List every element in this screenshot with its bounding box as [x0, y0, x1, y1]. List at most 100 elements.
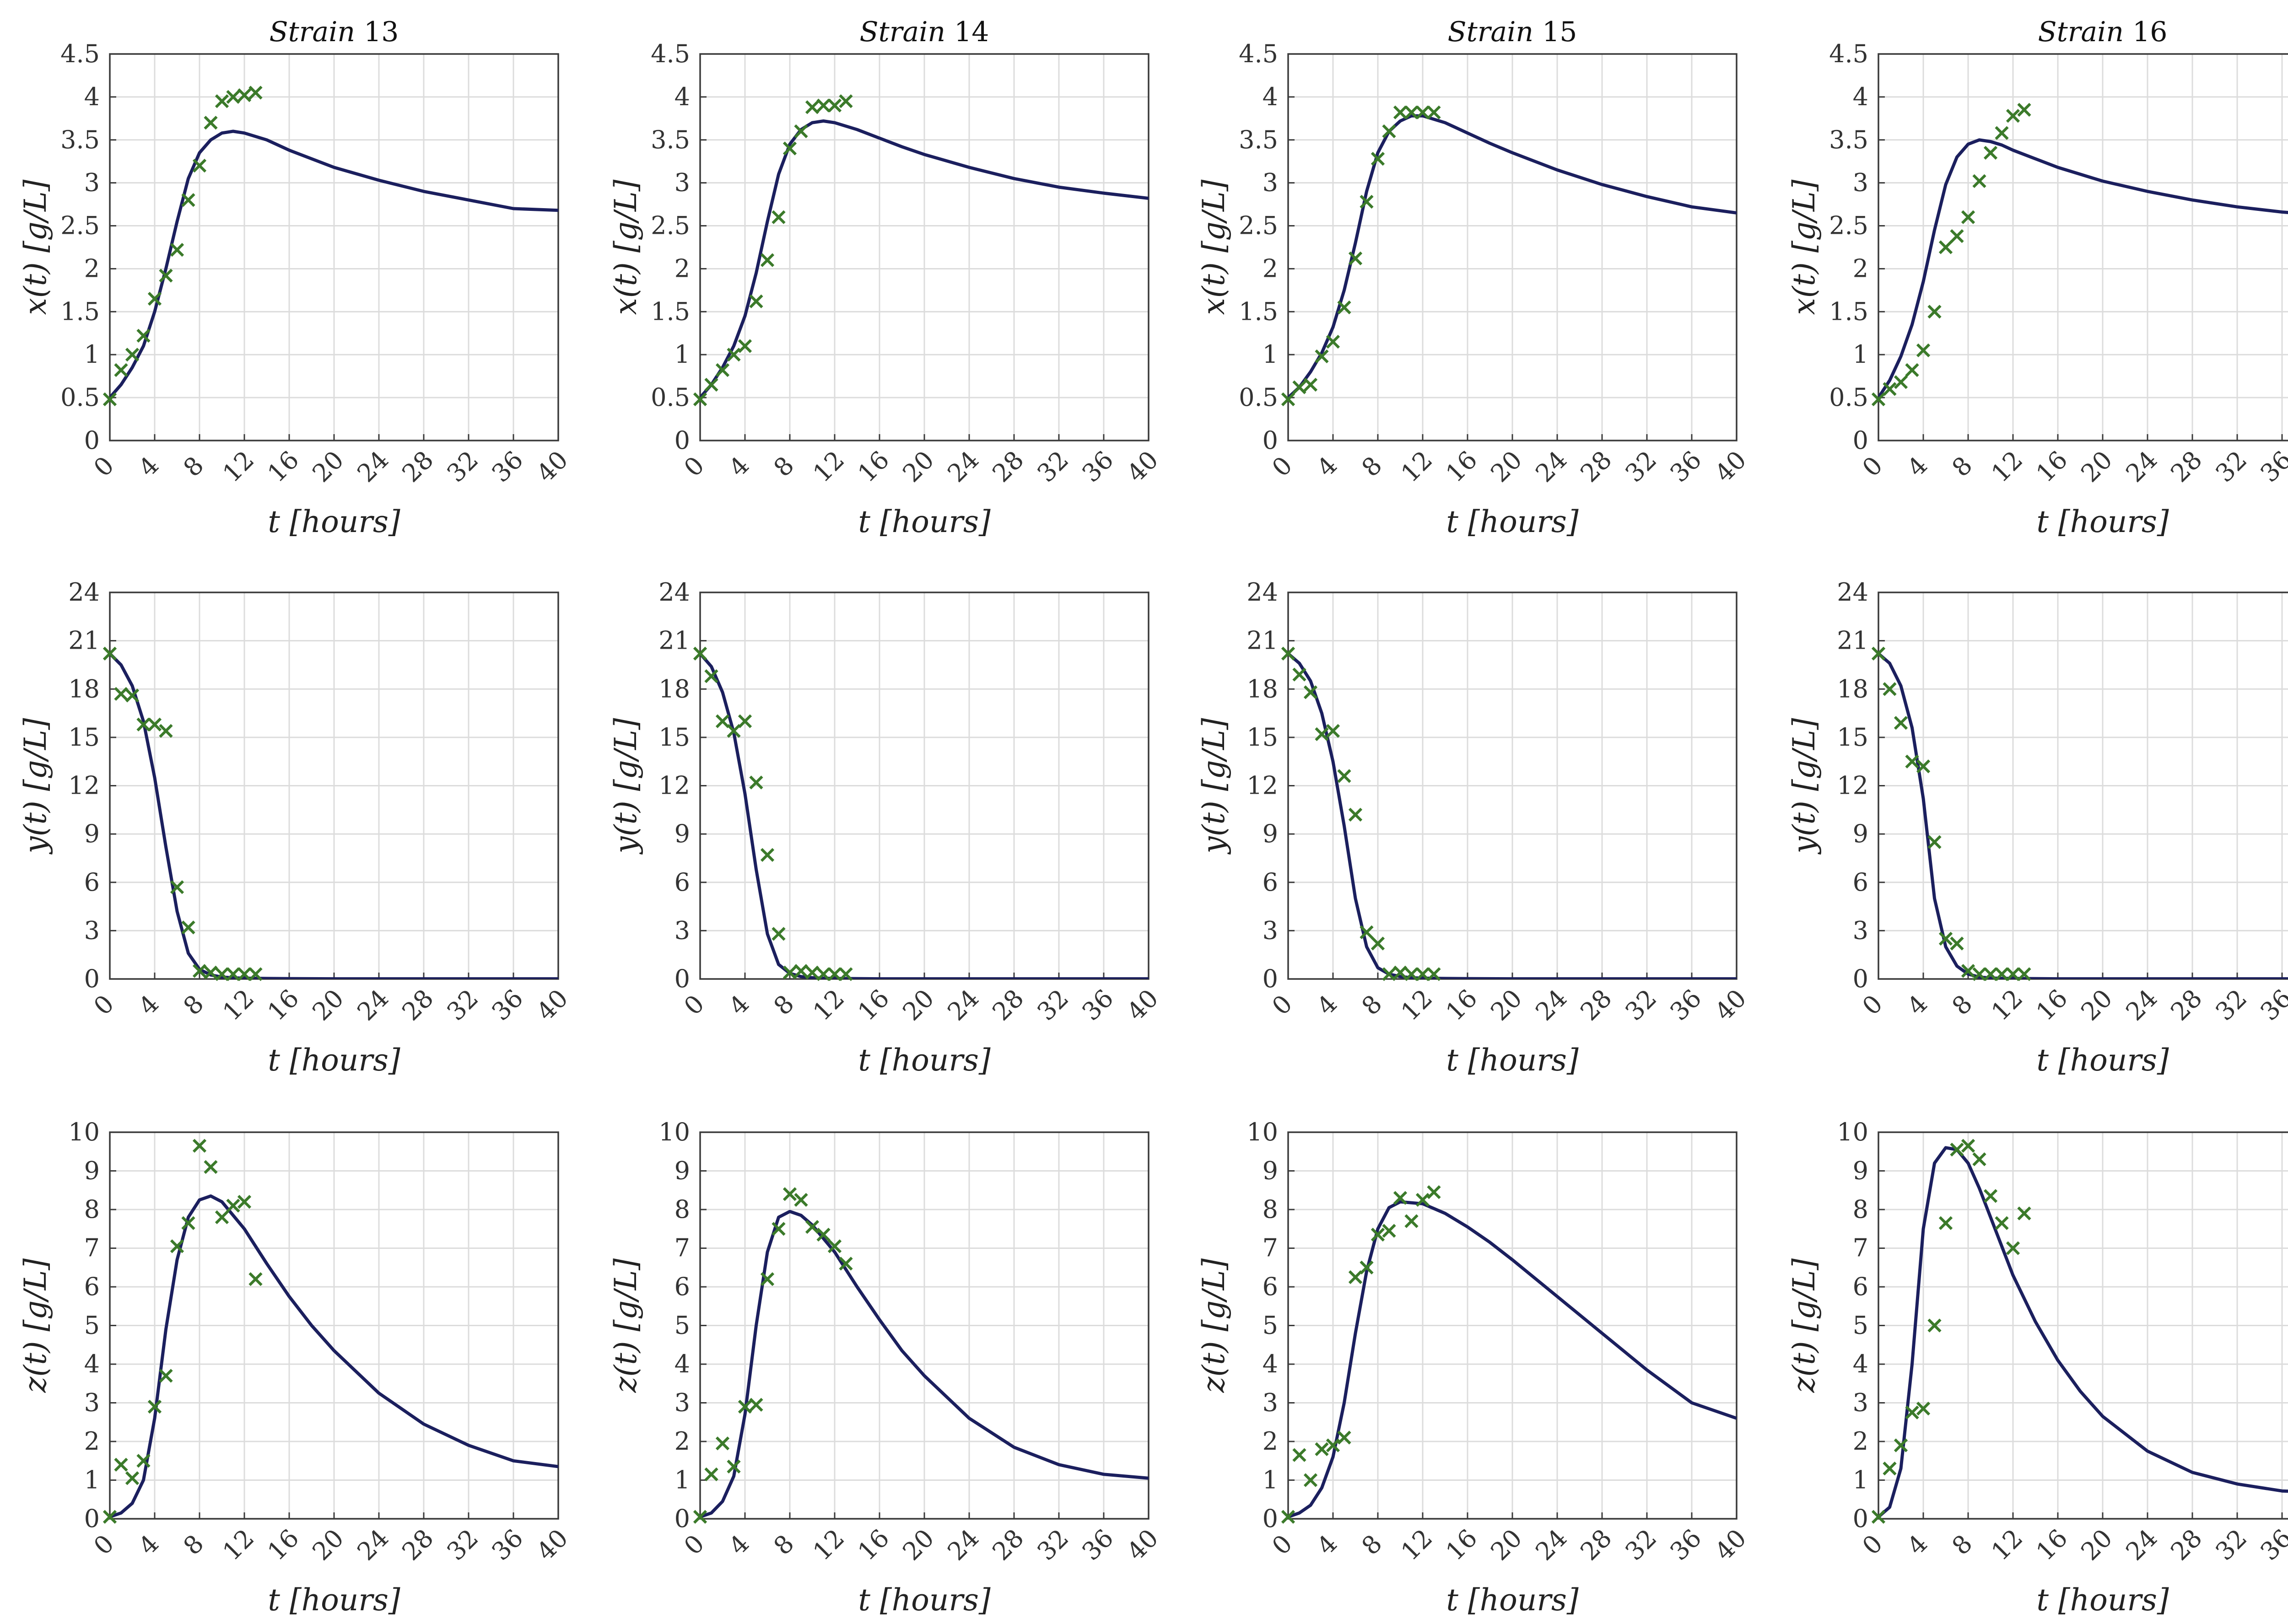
x-tick-label: 36	[1664, 445, 1707, 488]
x-tick-label: 16	[2030, 984, 2073, 1026]
y-tick-label: 1	[84, 340, 100, 369]
y-tick-label: 9	[84, 1156, 100, 1185]
x-tick-label: 24	[2120, 984, 2163, 1026]
y-tick-label: 2.5	[651, 211, 690, 240]
x-tick-label: 4	[723, 451, 755, 482]
observed-marker	[125, 1471, 140, 1485]
x-tick-label: 40	[1709, 1523, 1752, 1566]
x-tick-label: 8	[768, 989, 799, 1021]
y-tick-label: 7	[675, 1234, 690, 1263]
observed-marker	[204, 965, 218, 980]
x-tick-label: 12	[1986, 1523, 2028, 1566]
y-tick-label: 4.5	[1829, 39, 1868, 68]
y-tick-label: 1.5	[1239, 297, 1278, 326]
x-tick-label: 0	[1266, 989, 1298, 1021]
observed-marker	[1360, 194, 1374, 209]
x-tick-label: 20	[2075, 984, 2118, 1026]
x-tick-label: 8	[768, 451, 799, 482]
y-tick-label: 0	[675, 426, 690, 455]
observed-marker	[1382, 124, 1396, 139]
y-tick-label: 21	[1837, 626, 1868, 655]
x-tick-label: 32	[2210, 1523, 2252, 1566]
observed-marker	[782, 1187, 797, 1201]
x-tick-label: 20	[897, 984, 939, 1026]
observed-marker	[1950, 1142, 1964, 1157]
x-tick-label: 24	[1530, 984, 1572, 1026]
y-tick-label: 6	[1853, 868, 1868, 897]
y-tick-label: 9	[1263, 819, 1278, 848]
observed-marker	[114, 687, 128, 701]
observed-marker	[159, 1369, 173, 1383]
observed-marker	[1303, 685, 1318, 699]
observed-marker	[226, 967, 240, 981]
observed-marker	[693, 392, 707, 406]
x-tick-label: 40	[1121, 984, 1164, 1026]
y-tick-label: 9	[1853, 819, 1868, 848]
y-tick-label: 10	[1837, 1118, 1868, 1146]
y-axis-label: y(t) [g/L]	[18, 718, 53, 855]
subplot-3: 0 4 8 12 16 20 24 28 32 36 4000.511.522.533.544.5t…	[1196, 16, 1752, 539]
observed-marker	[1961, 210, 1975, 224]
observed-marker	[805, 1220, 820, 1234]
observed-marker	[1905, 754, 1919, 769]
y-tick-label: 0	[1263, 964, 1278, 993]
y-tick-label: 12	[1247, 771, 1278, 800]
observed-marker	[1415, 967, 1430, 981]
observed-marker	[738, 714, 752, 728]
subplot-title: Strain 15	[1448, 16, 1577, 48]
y-tick-label: 2.5	[60, 211, 100, 240]
x-tick-label: 8	[1946, 989, 1978, 1021]
observed-marker	[772, 927, 786, 941]
observed-marker	[1292, 667, 1306, 682]
observed-marker	[2017, 967, 2031, 981]
y-axis-label: x(t) [g/L]	[1786, 179, 1822, 315]
observed-marker	[1427, 105, 1441, 119]
observed-marker	[794, 124, 808, 139]
y-tick-label: 3	[1853, 916, 1868, 945]
observed-marker	[226, 1199, 240, 1213]
observed-marker	[1371, 936, 1385, 951]
y-tick-label: 3.5	[1829, 125, 1868, 154]
y-tick-label: 2.5	[1239, 211, 1278, 240]
y-tick-label: 0	[84, 426, 100, 455]
x-tick-label: 16	[262, 1523, 304, 1566]
x-tick-label: 32	[1031, 1523, 1074, 1566]
observed-marker	[2017, 102, 2031, 117]
observed-marker	[147, 1399, 162, 1414]
observed-marker	[1938, 931, 1953, 946]
observed-marker	[1337, 300, 1351, 315]
observed-marker	[1883, 682, 1897, 696]
observed-marker	[1995, 126, 2009, 140]
observed-marker	[1916, 343, 1931, 357]
y-axis-label: y(t) [g/L]	[1196, 718, 1231, 855]
observed-marker	[760, 253, 775, 267]
observed-marker	[192, 1139, 207, 1153]
observed-marker	[1315, 1442, 1329, 1457]
y-tick-label: 7	[1263, 1234, 1278, 1263]
observed-marker	[1972, 967, 1986, 981]
observed-marker	[1337, 1430, 1351, 1445]
observed-marker	[749, 775, 763, 790]
y-tick-label: 4	[675, 82, 690, 111]
y-tick-label: 10	[1247, 1118, 1278, 1146]
observed-marker	[1281, 1510, 1295, 1524]
y-axis-label: x(t) [g/L]	[608, 179, 643, 315]
y-axis-label: z(t) [g/L]	[18, 1258, 53, 1393]
y-tick-label: 1	[84, 1466, 100, 1495]
y-tick-label: 2	[1263, 254, 1278, 283]
observed-marker	[125, 348, 140, 362]
observed-marker	[204, 1160, 218, 1174]
x-tick-label: 12	[1395, 1523, 1438, 1566]
y-tick-label: 5	[675, 1311, 690, 1340]
x-tick-label: 20	[307, 984, 349, 1026]
observed-marker	[114, 1457, 128, 1472]
subplot-title: Strain 13	[270, 16, 399, 48]
y-tick-label: 3	[1263, 916, 1278, 945]
observed-marker	[1983, 967, 1998, 981]
observed-marker	[772, 210, 786, 224]
y-tick-label: 3	[84, 168, 100, 197]
